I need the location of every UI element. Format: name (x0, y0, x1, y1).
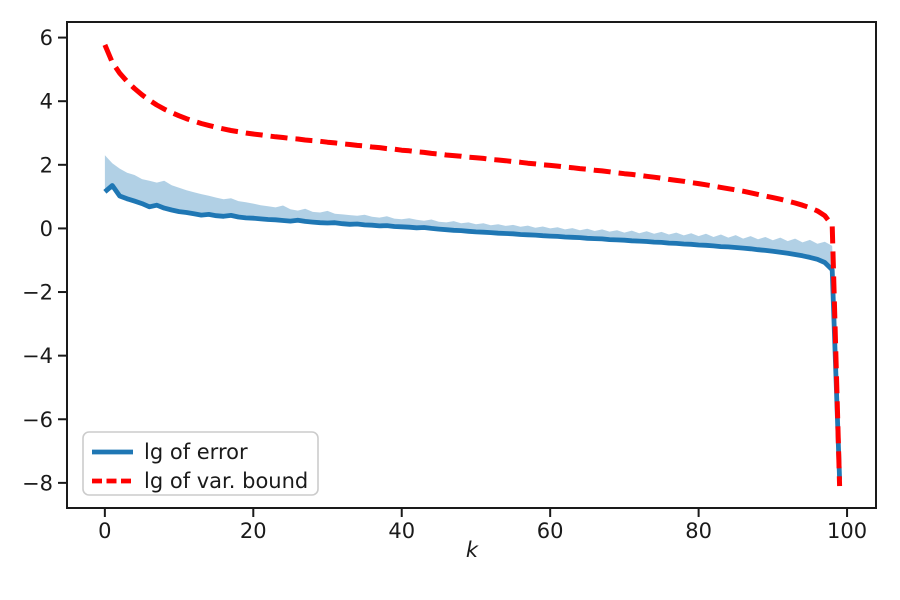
error-band (104, 155, 840, 480)
y-tick-label: 4 (40, 90, 53, 114)
axes-spines (66, 21, 877, 509)
var-bound-line (102, 43, 843, 487)
y-tick-label: 2 (40, 153, 53, 177)
legend-box (82, 431, 319, 496)
x-tick-label: 20 (240, 519, 267, 543)
error-line (103, 183, 842, 480)
x-tick-label: 60 (537, 519, 564, 543)
y-axis-ticks: 6 4 2 0 −2 −4 −6 −8 (22, 26, 67, 495)
error-band-fill (104, 155, 840, 480)
x-tick-label: 0 (98, 519, 111, 543)
x-tick-label: 80 (685, 519, 712, 543)
legend-label-var-bound: lg of var. bound (144, 469, 308, 493)
y-tick-label: 6 (40, 26, 53, 50)
data-lines (102, 43, 843, 487)
legend-label-error: lg of error (144, 440, 248, 464)
x-axis-label: k (466, 538, 479, 562)
plot-area (67, 22, 876, 508)
x-axis-ticks: 0 20 40 60 80 100 (98, 508, 867, 543)
y-tick-label: 0 (40, 217, 53, 241)
y-tick-label: −4 (22, 344, 53, 368)
x-tick-label: 40 (388, 519, 415, 543)
y-tick-label: −6 (22, 408, 53, 432)
x-tick-label: 100 (827, 519, 867, 543)
y-tick-label: −2 (22, 281, 53, 305)
legend: lg of error lg of var. bound (82, 431, 319, 496)
y-tick-label: −8 (22, 471, 53, 495)
